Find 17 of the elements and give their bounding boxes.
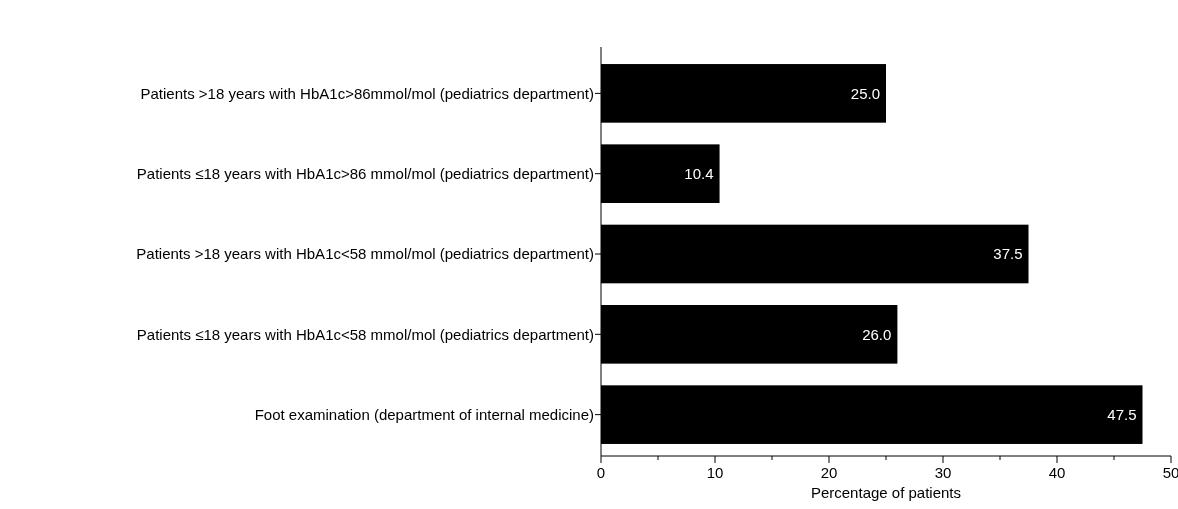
data-label: 26.0 [862,325,892,343]
x-tick-label: 50 [1162,464,1178,481]
y-tick-label: Patients ≤18 years with HbA1c>86 mmol/mol (pediatrics department) [136,164,594,182]
data-label: 47.5 [1107,405,1137,423]
y-tick-label: Patients ≤18 years with HbA1c<58 mmol/mol (pediatrics department) [136,325,594,343]
y-tick-label: Foot examination (department of internal medicine) [254,405,594,423]
y-tick-label: Patients >18 years with HbA1c>86mmol/mol (pediatrics department) [140,84,594,102]
y-tick-label: Patients >18 years with HbA1c<58 mmol/mol (pediatrics department) [136,245,594,263]
x-axis-title: Percentage of patients [810,484,962,501]
x-tick-label: 40 [1048,464,1066,481]
x-tick-label: 30 [934,464,952,481]
data-label: 25.0 [850,84,880,102]
data-label: 37.5 [993,245,1023,263]
data-label: 10.4 [684,164,714,182]
x-tick-label: 0 [596,464,606,481]
x-tick-label: 20 [820,464,838,481]
x-tick-label: 10 [706,464,724,481]
